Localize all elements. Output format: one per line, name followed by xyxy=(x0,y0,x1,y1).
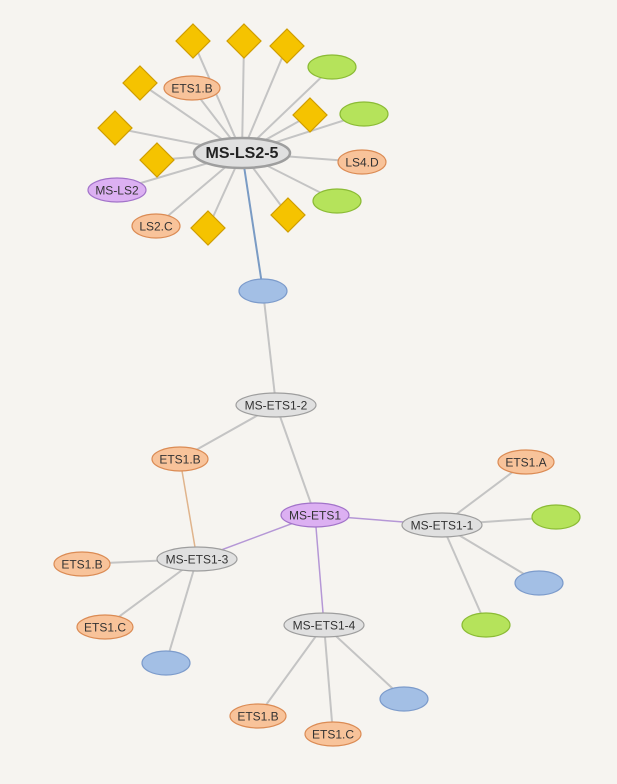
node-green-4[interactable] xyxy=(531,504,581,530)
node-label: MS-ETS1-2 xyxy=(245,399,308,413)
node-label: ETS1.B xyxy=(237,710,278,724)
node-ls4d[interactable]: LS4.D xyxy=(337,149,387,175)
node-ets1a[interactable]: ETS1.A xyxy=(497,449,555,475)
gray-node-shape xyxy=(192,136,292,170)
gray-node-shape xyxy=(235,392,317,418)
green-node-shape xyxy=(312,188,362,214)
edge-ms-ets1-4-ets1b-bottom xyxy=(257,624,325,717)
node-ets1c-bottom[interactable]: ETS1.C xyxy=(304,721,362,747)
edge-ms-ls2-5-blue-top xyxy=(241,152,264,292)
node-green-5[interactable] xyxy=(461,612,511,638)
node-label: ETS1.B xyxy=(159,453,200,467)
orange-node-shape xyxy=(151,446,209,472)
orange-node-shape xyxy=(229,703,287,729)
node-ms-ets1-2[interactable]: MS-ETS1-2 xyxy=(235,392,317,418)
node-ms-ets1[interactable]: MS-ETS1 xyxy=(280,502,350,528)
diamond-node-shape xyxy=(292,97,328,133)
node-blue-b[interactable] xyxy=(379,686,429,712)
node-ets1b-left[interactable]: ETS1.B xyxy=(53,551,111,577)
purple-node-shape xyxy=(87,177,147,203)
diamond-node-shape xyxy=(226,23,262,59)
diamond-node-shape xyxy=(139,142,175,178)
node-label: MS-ETS1-4 xyxy=(293,619,356,633)
diamond-node-shape xyxy=(190,210,226,246)
blue-node-shape xyxy=(379,686,429,712)
blue-node-shape xyxy=(141,650,191,676)
diamond-node-shape xyxy=(122,65,158,101)
node-ms-ets1-1[interactable]: MS-ETS1-1 xyxy=(401,512,483,538)
green-node-shape xyxy=(339,101,389,127)
diamond-node-shape xyxy=(270,197,306,233)
edge-ms-ets1-3-blue-l xyxy=(165,558,198,664)
edge-ms-ets1-1-green-5 xyxy=(441,524,487,626)
edge-ms-ets1-2-ms-ets1 xyxy=(275,404,316,516)
diamond-node-shape xyxy=(175,23,211,59)
node-ms-ls2[interactable]: MS-LS2 xyxy=(87,177,147,203)
node-diamond-1[interactable] xyxy=(175,23,211,59)
node-label: MS-ETS1-3 xyxy=(166,553,229,567)
node-label: LS4.D xyxy=(345,156,379,170)
node-ets1b-bottom[interactable]: ETS1.B xyxy=(229,703,287,729)
orange-node-shape xyxy=(163,75,221,101)
orange-node-shape xyxy=(304,721,362,747)
nodes-layer: MS-LS2-5 ETS1.B LS4.D MS-LS2 LS2.C MS-ETS1-2 E… xyxy=(53,23,581,747)
orange-node-shape xyxy=(337,149,387,175)
edge-ms-ls2-5-diamond-1 xyxy=(192,40,243,154)
green-node-shape xyxy=(461,612,511,638)
node-diamond-9[interactable] xyxy=(190,210,226,246)
node-blue-top[interactable] xyxy=(238,278,288,304)
edge-ms-ets1-ms-ets1-4 xyxy=(314,514,325,626)
node-label: MS-ETS1 xyxy=(289,509,341,523)
node-label: MS-ETS1-1 xyxy=(411,519,474,533)
orange-node-shape xyxy=(131,213,181,239)
node-ms-ets1-4[interactable]: MS-ETS1-4 xyxy=(283,612,365,638)
node-diamond-4[interactable] xyxy=(122,65,158,101)
orange-node-shape xyxy=(53,551,111,577)
node-diamond-8[interactable] xyxy=(270,197,306,233)
purple-node-shape xyxy=(280,502,350,528)
node-label: LS2.C xyxy=(139,220,173,234)
gray-node-shape xyxy=(401,512,483,538)
node-label: ETS1.C xyxy=(312,728,354,742)
node-label: ETS1.A xyxy=(505,456,546,470)
node-diamond-7[interactable] xyxy=(292,97,328,133)
edge-ms-ls2-5-diamond-2 xyxy=(241,40,245,154)
node-blue-r[interactable] xyxy=(514,570,564,596)
node-ets1b-mid[interactable]: ETS1.B xyxy=(151,446,209,472)
edge-ms-ets1-4-blue-b xyxy=(323,624,405,700)
edge-ms-ets1-4-ets1c-bottom xyxy=(323,624,334,735)
node-diamond-3[interactable] xyxy=(269,28,305,64)
diamond-node-shape xyxy=(97,110,133,146)
edge-ms-ls2-5-diamond-3 xyxy=(241,45,288,154)
green-node-shape xyxy=(531,504,581,530)
node-label: ETS1.B xyxy=(171,82,212,96)
green-node-shape xyxy=(307,54,357,80)
node-label: ETS1.B xyxy=(61,558,102,572)
node-green-3[interactable] xyxy=(312,188,362,214)
orange-node-shape xyxy=(497,449,555,475)
node-diamond-2[interactable] xyxy=(226,23,262,59)
node-ms-ets1-3[interactable]: MS-ETS1-3 xyxy=(156,546,238,572)
node-ets1b-top[interactable]: ETS1.B xyxy=(163,75,221,101)
node-ms-ls2-5[interactable]: MS-LS2-5 xyxy=(192,136,292,170)
node-green-2[interactable] xyxy=(339,101,389,127)
blue-node-shape xyxy=(514,570,564,596)
node-label: ETS1.C xyxy=(84,621,126,635)
edge-ets1b-mid-ms-ets1-3 xyxy=(179,458,198,560)
node-diamond-6[interactable] xyxy=(139,142,175,178)
edge-blue-top-ms-ets1-2 xyxy=(262,290,277,406)
gray-node-shape xyxy=(283,612,365,638)
node-label: MS-LS2 xyxy=(95,184,139,198)
node-ets1c-left[interactable]: ETS1.C xyxy=(76,614,134,640)
node-green-1[interactable] xyxy=(307,54,357,80)
orange-node-shape xyxy=(76,614,134,640)
blue-node-shape xyxy=(238,278,288,304)
node-diamond-5[interactable] xyxy=(97,110,133,146)
node-label: MS-LS2-5 xyxy=(206,145,279,162)
node-ls2c[interactable]: LS2.C xyxy=(131,213,181,239)
diamond-node-shape xyxy=(269,28,305,64)
gray-node-shape xyxy=(156,546,238,572)
node-blue-l[interactable] xyxy=(141,650,191,676)
